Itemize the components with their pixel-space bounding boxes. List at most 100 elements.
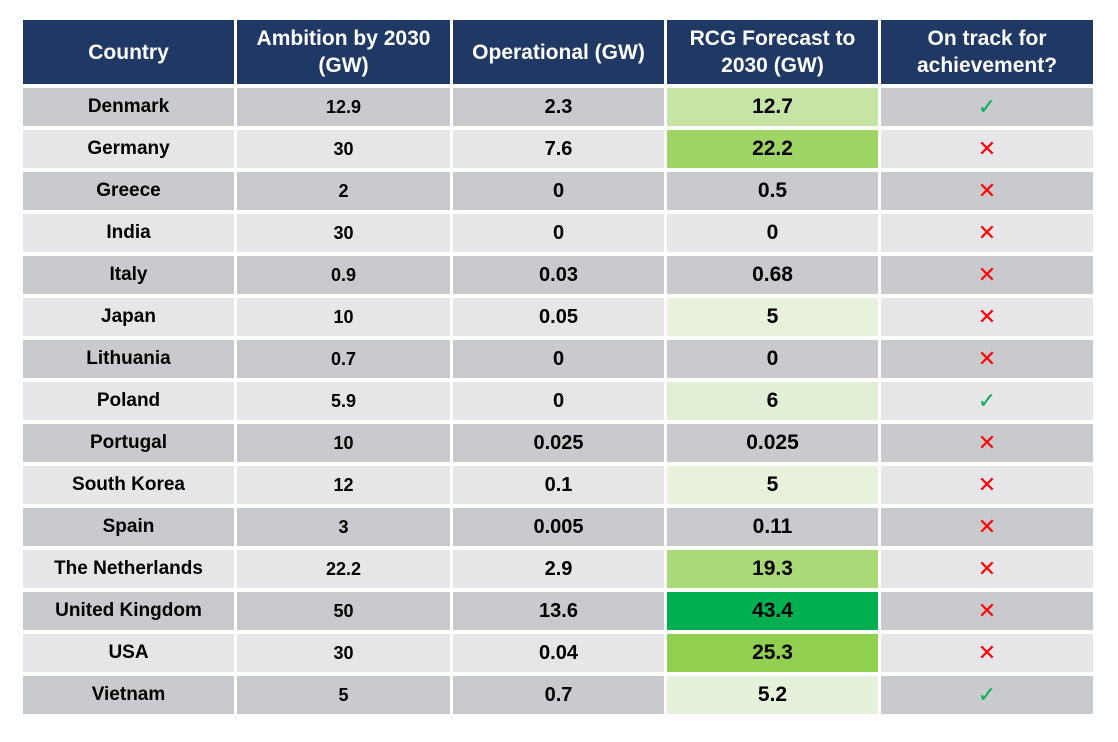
cell-ambition: 50 bbox=[237, 592, 450, 630]
cell-country: Germany bbox=[23, 130, 234, 168]
cell-ontrack: ✕ bbox=[881, 340, 1093, 378]
table-row: Spain 3 0.005 0.11 ✕ bbox=[23, 508, 1093, 546]
table-row: Germany 30 7.6 22.2 ✕ bbox=[23, 130, 1093, 168]
table-row: Denmark 12.9 2.3 12.7 ✓ bbox=[23, 88, 1093, 126]
cell-operational: 0.04 bbox=[453, 634, 664, 672]
cell-operational: 0 bbox=[453, 172, 664, 210]
cell-country: The Netherlands bbox=[23, 550, 234, 588]
cell-forecast: 43.4 bbox=[667, 592, 878, 630]
header-forecast: RCG Forecast to 2030 (GW) bbox=[667, 20, 878, 84]
cell-operational: 0.7 bbox=[453, 676, 664, 714]
cross-icon: ✕ bbox=[977, 136, 997, 161]
cell-ambition: 10 bbox=[237, 298, 450, 336]
table-row: Italy 0.9 0.03 0.68 ✕ bbox=[23, 256, 1093, 294]
cell-operational: 2.3 bbox=[453, 88, 664, 126]
cell-forecast: 5 bbox=[667, 298, 878, 336]
cell-ontrack: ✕ bbox=[881, 298, 1093, 336]
cell-operational: 0.025 bbox=[453, 424, 664, 462]
cell-operational: 0 bbox=[453, 382, 664, 420]
cross-icon: ✕ bbox=[977, 304, 997, 329]
cross-icon: ✕ bbox=[977, 430, 997, 455]
cell-operational: 0.03 bbox=[453, 256, 664, 294]
cell-ontrack: ✓ bbox=[881, 676, 1093, 714]
cell-operational: 2.9 bbox=[453, 550, 664, 588]
offshore-wind-table: Country Ambition by 2030 (GW) Operationa… bbox=[20, 16, 1096, 718]
cell-ambition: 30 bbox=[237, 130, 450, 168]
cell-country: Portugal bbox=[23, 424, 234, 462]
cell-ambition: 30 bbox=[237, 214, 450, 252]
cross-icon: ✕ bbox=[977, 262, 997, 287]
table-row: Lithuania 0.7 0 0 ✕ bbox=[23, 340, 1093, 378]
cell-ambition: 0.9 bbox=[237, 256, 450, 294]
cell-forecast: 19.3 bbox=[667, 550, 878, 588]
cell-ambition: 0.7 bbox=[237, 340, 450, 378]
table-body: Denmark 12.9 2.3 12.7 ✓ Germany 30 7.6 22.2 ✕ Gree… bbox=[23, 88, 1093, 714]
cell-ambition: 10 bbox=[237, 424, 450, 462]
table-row: USA 30 0.04 25.3 ✕ bbox=[23, 634, 1093, 672]
header-operational: Operational (GW) bbox=[453, 20, 664, 84]
cell-forecast: 0 bbox=[667, 214, 878, 252]
cross-icon: ✕ bbox=[977, 346, 997, 371]
cell-operational: 0 bbox=[453, 214, 664, 252]
header-row: Country Ambition by 2030 (GW) Operationa… bbox=[23, 20, 1093, 84]
header-ontrack: On track for achievement? bbox=[881, 20, 1093, 84]
table-container: Country Ambition by 2030 (GW) Operationa… bbox=[23, 20, 1093, 714]
cell-country: United Kingdom bbox=[23, 592, 234, 630]
cell-ambition: 30 bbox=[237, 634, 450, 672]
cell-forecast: 0.68 bbox=[667, 256, 878, 294]
cell-ontrack: ✕ bbox=[881, 214, 1093, 252]
cell-country: Japan bbox=[23, 298, 234, 336]
cell-country: Greece bbox=[23, 172, 234, 210]
cell-operational: 0.05 bbox=[453, 298, 664, 336]
cell-ambition: 5 bbox=[237, 676, 450, 714]
table-row: Greece 2 0 0.5 ✕ bbox=[23, 172, 1093, 210]
cell-ontrack: ✕ bbox=[881, 424, 1093, 462]
cross-icon: ✕ bbox=[977, 640, 997, 665]
cell-operational: 0.1 bbox=[453, 466, 664, 504]
cell-forecast: 0.11 bbox=[667, 508, 878, 546]
table-row: Vietnam 5 0.7 5.2 ✓ bbox=[23, 676, 1093, 714]
cross-icon: ✕ bbox=[977, 598, 997, 623]
header-ambition: Ambition by 2030 (GW) bbox=[237, 20, 450, 84]
cell-country: USA bbox=[23, 634, 234, 672]
cell-operational: 0.005 bbox=[453, 508, 664, 546]
cell-forecast: 22.2 bbox=[667, 130, 878, 168]
cross-icon: ✕ bbox=[977, 514, 997, 539]
check-icon: ✓ bbox=[977, 94, 997, 119]
cell-ontrack: ✕ bbox=[881, 508, 1093, 546]
cross-icon: ✕ bbox=[977, 178, 997, 203]
cell-ontrack: ✕ bbox=[881, 592, 1093, 630]
cell-country: Lithuania bbox=[23, 340, 234, 378]
cell-ontrack: ✕ bbox=[881, 466, 1093, 504]
cross-icon: ✕ bbox=[977, 556, 997, 581]
cell-forecast: 0.5 bbox=[667, 172, 878, 210]
cell-country: Spain bbox=[23, 508, 234, 546]
table-row: Portugal 10 0.025 0.025 ✕ bbox=[23, 424, 1093, 462]
table-row: The Netherlands 22.2 2.9 19.3 ✕ bbox=[23, 550, 1093, 588]
cell-operational: 0 bbox=[453, 340, 664, 378]
cell-operational: 7.6 bbox=[453, 130, 664, 168]
cell-country: South Korea bbox=[23, 466, 234, 504]
cell-operational: 13.6 bbox=[453, 592, 664, 630]
cell-forecast: 12.7 bbox=[667, 88, 878, 126]
cell-forecast: 0.025 bbox=[667, 424, 878, 462]
cross-icon: ✕ bbox=[977, 220, 997, 245]
cell-ontrack: ✕ bbox=[881, 172, 1093, 210]
cell-ontrack: ✕ bbox=[881, 256, 1093, 294]
cell-ontrack: ✕ bbox=[881, 550, 1093, 588]
cell-forecast: 6 bbox=[667, 382, 878, 420]
cell-forecast: 5.2 bbox=[667, 676, 878, 714]
cell-country: Poland bbox=[23, 382, 234, 420]
cell-forecast: 0 bbox=[667, 340, 878, 378]
cell-ambition: 12.9 bbox=[237, 88, 450, 126]
table-row: India 30 0 0 ✕ bbox=[23, 214, 1093, 252]
cell-ambition: 5.9 bbox=[237, 382, 450, 420]
cell-country: Vietnam bbox=[23, 676, 234, 714]
table-row: United Kingdom 50 13.6 43.4 ✕ bbox=[23, 592, 1093, 630]
table-row: South Korea 12 0.1 5 ✕ bbox=[23, 466, 1093, 504]
cell-country: Italy bbox=[23, 256, 234, 294]
cell-ambition: 3 bbox=[237, 508, 450, 546]
table-row: Japan 10 0.05 5 ✕ bbox=[23, 298, 1093, 336]
header-country: Country bbox=[23, 20, 234, 84]
cell-ontrack: ✓ bbox=[881, 88, 1093, 126]
